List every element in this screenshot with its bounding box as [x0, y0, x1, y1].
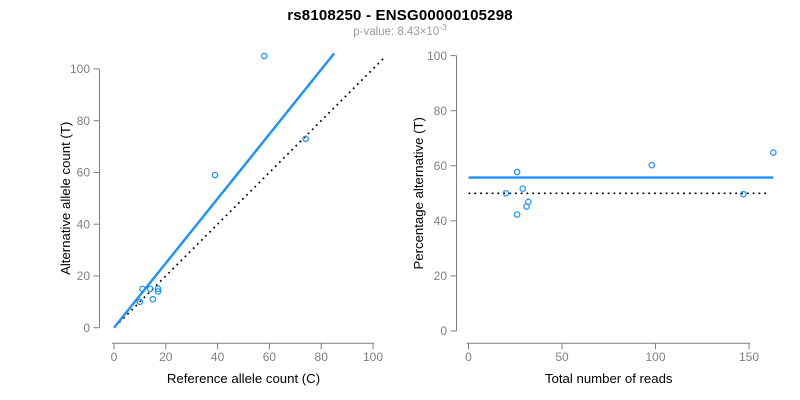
data-point	[146, 285, 154, 293]
y-tick-label: 80	[434, 104, 448, 118]
x-tick-label: 100	[645, 350, 665, 364]
x-axis-title: Reference allele count (C)	[167, 371, 320, 386]
data-point	[770, 149, 777, 156]
y-tick-label: 0	[440, 324, 447, 338]
y-tick-label: 100	[427, 49, 447, 63]
y-tick-label: 0	[83, 321, 90, 335]
x-axis-title: Total number of reads	[545, 371, 673, 386]
data-point	[136, 298, 144, 306]
data-point	[519, 185, 527, 192]
y-tick-label: 60	[434, 159, 448, 173]
data-point	[211, 171, 219, 179]
data-point	[139, 285, 146, 293]
y-tick-label: 40	[77, 217, 91, 231]
y-tick-label: 60	[77, 166, 91, 180]
y-axis-title: Alternative allele count (T)	[58, 122, 73, 275]
p-value-text: p-value: 8.43×10	[353, 26, 440, 38]
data-point	[523, 203, 530, 210]
x-tick-label: 100	[363, 350, 383, 364]
data-point	[149, 295, 157, 303]
fitted-line	[113, 52, 336, 329]
right-plot: 0 20 40 60 80 100 0 50 100 150 Total number of rea…	[411, 49, 777, 386]
figure-title: rs8108250 - ENSG00000105298	[287, 7, 513, 24]
y-tick-label: 20	[434, 269, 448, 283]
left-plot: 0 20 40 60 80 100 0 20 40 60 80 100 Reference allele…	[58, 52, 384, 386]
data-point	[513, 168, 521, 176]
data-point	[648, 161, 656, 169]
x-tick-label: 20	[159, 350, 173, 364]
x-tick-label: 50	[555, 350, 569, 364]
y-tick-label: 20	[77, 269, 91, 283]
data-point	[513, 211, 521, 218]
p-value-exponent: -3	[439, 22, 447, 33]
x-tick-label: 60	[263, 350, 277, 364]
data-point	[154, 285, 162, 293]
x-tick-label: 0	[111, 350, 118, 364]
y-tick-label: 80	[77, 114, 91, 128]
p-value-subtitle: p-value: 8.43×10-3	[0, 23, 800, 38]
data-point	[302, 135, 309, 143]
data-point	[740, 190, 747, 198]
x-tick-label: 80	[315, 350, 329, 364]
y-axis-title: Percentage alternative (T)	[411, 117, 426, 269]
y-tick-label: 40	[434, 214, 448, 228]
dotted-reference-line	[118, 57, 384, 324]
x-tick-label: 150	[739, 350, 759, 364]
x-tick-label: 40	[211, 350, 225, 364]
y-tick-label: 100	[70, 62, 90, 76]
data-point	[260, 52, 268, 60]
data-point	[154, 288, 162, 295]
data-point	[502, 190, 510, 197]
x-tick-label: 0	[465, 350, 472, 364]
